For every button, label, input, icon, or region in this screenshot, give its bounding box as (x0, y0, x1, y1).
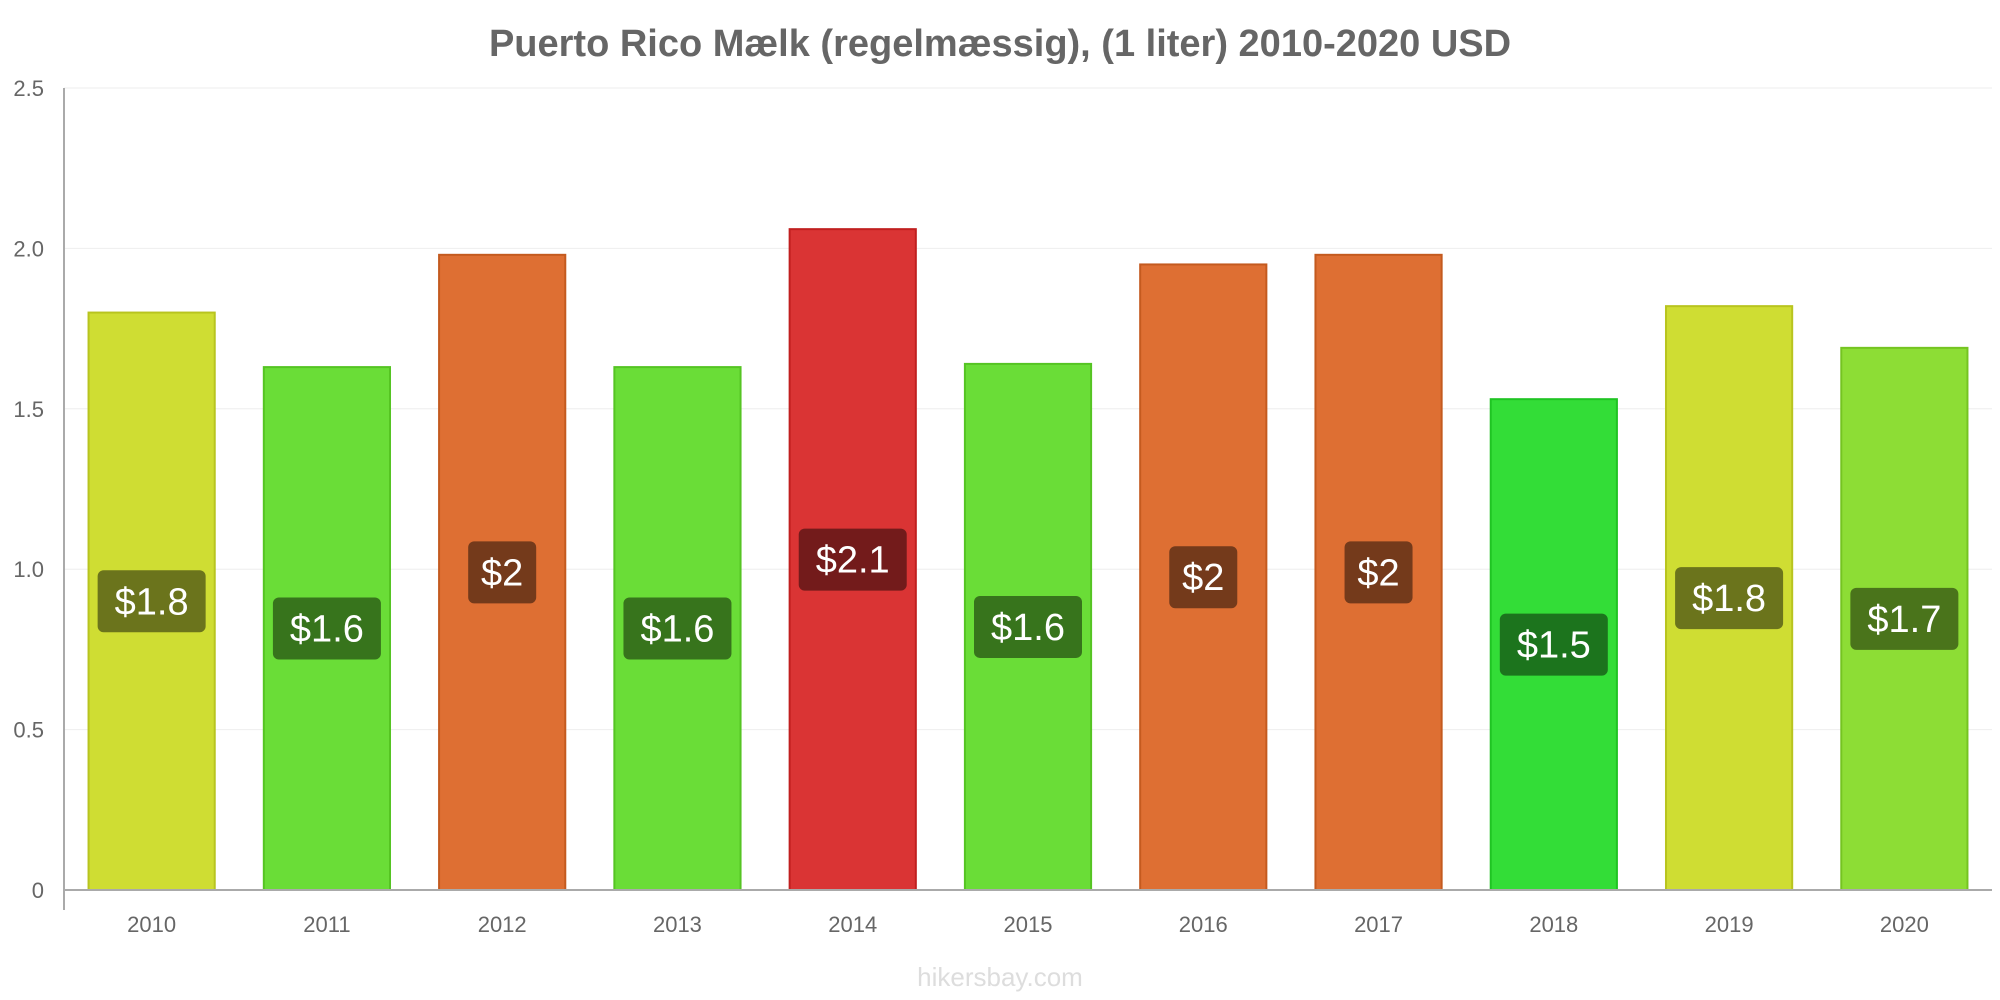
x-tick-label: 2019 (1705, 912, 1754, 937)
x-tick-label: 2015 (1004, 912, 1053, 937)
data-label: $1.6 (991, 607, 1065, 649)
data-label-box (1499, 613, 1608, 676)
data-label: $1.8 (1692, 578, 1766, 620)
data-label-box (1169, 546, 1238, 609)
data-label-box (974, 595, 1082, 658)
x-tick-label: 2010 (127, 912, 176, 937)
data-label-box (623, 597, 732, 660)
x-tick-label: 2011 (303, 912, 350, 937)
x-tick-label: 2013 (653, 912, 702, 937)
x-tick-label: 2012 (478, 912, 527, 937)
data-label-box (798, 528, 907, 591)
y-tick-label: 0.5 (13, 718, 44, 743)
x-tick-label: 2020 (1880, 912, 1929, 937)
data-label: $2 (481, 552, 523, 594)
y-tick-label: 1.5 (13, 397, 44, 422)
x-axis: 2010 2011 2012 2013 2014 2015 2016 2017 2018 2019… (64, 889, 1992, 937)
data-label-box (97, 570, 206, 633)
data-label: $2 (1182, 557, 1224, 599)
y-tick-label: 0 (32, 878, 44, 903)
data-label-box (272, 597, 381, 660)
bars (87, 228, 1969, 892)
y-tick-label: 1.0 (13, 557, 44, 582)
x-tick-label: 2014 (828, 912, 877, 937)
data-label-box (1344, 541, 1413, 604)
data-label: $2.1 (816, 540, 890, 582)
x-tick-label: 2018 (1529, 912, 1578, 937)
data-label: $1.8 (115, 581, 189, 623)
data-label: $1.6 (640, 609, 714, 651)
data-label: $1.7 (1867, 599, 1941, 641)
chart-title: Puerto Rico Mælk (regelmæssig), (1 liter… (489, 23, 1511, 65)
data-label: $2 (1357, 552, 1399, 594)
y-tick-label: 2.5 (13, 76, 44, 101)
y-tick-label: 2.0 (13, 236, 44, 261)
data-label: $1.6 (290, 609, 364, 651)
data-label-box (1850, 587, 1959, 650)
data-label-box (468, 541, 537, 604)
data-label-box (1675, 567, 1784, 630)
data-labels: $1.8 $1.6 $2 $1.6 $2.1 $1.6 $2 $2 $1.5 $1.8 $1.7 (97, 528, 1959, 676)
x-tick-label: 2016 (1179, 912, 1228, 937)
data-label: $1.5 (1517, 625, 1591, 667)
x-tick-label: 2017 (1354, 912, 1403, 937)
watermark: hikersbay.com (917, 962, 1083, 992)
y-axis: 0 0.5 1.0 1.5 2.0 2.5 (13, 76, 65, 910)
